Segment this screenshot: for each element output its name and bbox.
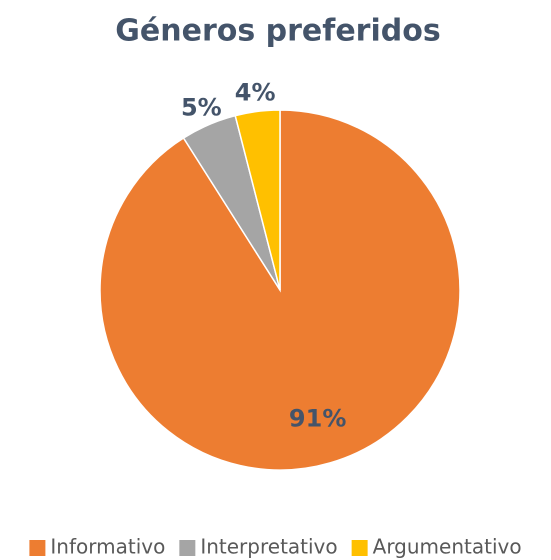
pie-slice bbox=[234, 109, 281, 291]
data-label: 4% bbox=[235, 79, 276, 107]
chart-title: Géneros preferidos bbox=[115, 14, 440, 49]
legend-label: Informativo bbox=[50, 535, 165, 559]
legend-swatch bbox=[179, 540, 196, 556]
data-label: 5% bbox=[181, 93, 222, 121]
legend: Informativo Interpretativo Argumentativo bbox=[29, 535, 522, 559]
legend-label: Interpretativo bbox=[200, 535, 337, 559]
data-label: 91% bbox=[289, 405, 346, 433]
legend-swatch bbox=[351, 540, 368, 556]
legend-label: Argumentativo bbox=[373, 535, 522, 559]
legend-swatch bbox=[29, 540, 46, 556]
